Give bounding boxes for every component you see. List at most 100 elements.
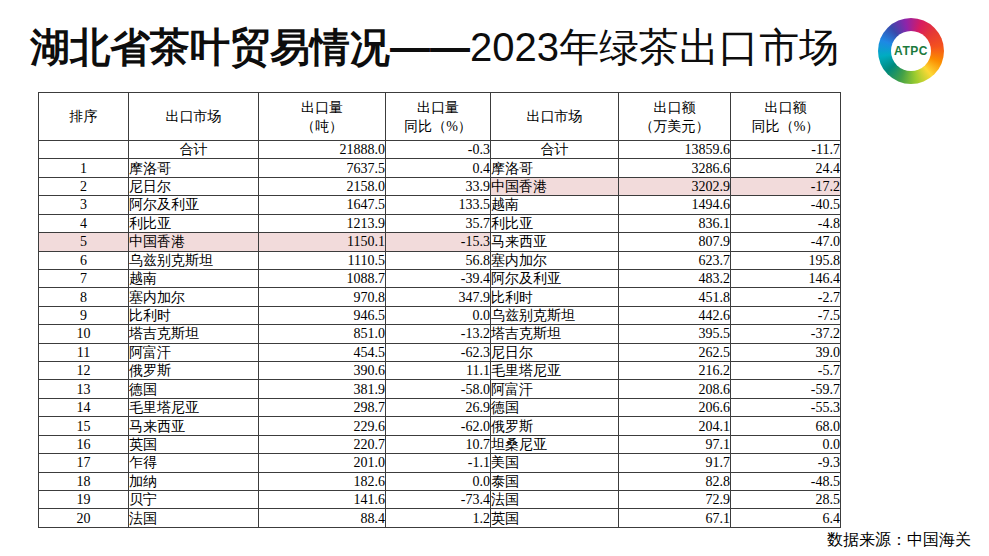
cell-value-market: 毛里塔尼亚 [491,362,619,380]
cell-value: 262.5 [619,343,731,361]
total-volume-yoy: -0.3 [386,141,491,159]
table-row: 11 阿富汗 454.5 -62.3 尼日尔 262.5 39.0 [39,343,841,361]
cell-volume-yoy: -15.3 [386,233,491,251]
table-row: 12 俄罗斯 390.6 11.1 毛里塔尼亚 216.2 -5.7 [39,362,841,380]
cell-rank: 11 [39,343,129,361]
cell-value-yoy: -17.2 [731,177,841,195]
cell-rank: 13 [39,380,129,398]
cell-volume: 946.5 [259,306,386,324]
cell-volume-yoy: 10.7 [386,435,491,453]
cell-volume-market: 马来西亚 [129,417,259,435]
cell-volume-market: 法国 [129,509,259,528]
cell-volume-yoy: -1.1 [386,454,491,472]
cell-volume-market: 尼日尔 [129,177,259,195]
cell-volume: 851.0 [259,325,386,343]
total-value-market: 合计 [491,141,619,159]
cell-volume-market: 德国 [129,380,259,398]
cell-value-market: 泰国 [491,472,619,490]
cell-volume-market: 阿尔及利亚 [129,196,259,214]
cell-volume-market: 塔吉克斯坦 [129,325,259,343]
cell-value-yoy: -48.5 [731,472,841,490]
cell-volume-yoy: -73.4 [386,491,491,509]
table-row: 1 摩洛哥 7637.5 0.4 摩洛哥 3286.6 24.4 [39,159,841,177]
table-row: 13 德国 381.9 -58.0 阿富汗 208.6 -59.7 [39,380,841,398]
cell-rank: 2 [39,177,129,195]
cell-volume: 141.6 [259,491,386,509]
cell-volume: 381.9 [259,380,386,398]
table-row: 16 英国 220.7 10.7 坦桑尼亚 97.1 0.0 [39,435,841,453]
cell-value-market: 坦桑尼亚 [491,435,619,453]
cell-volume: 390.6 [259,362,386,380]
table-row: 2 尼日尔 2158.0 33.9 中国香港 3202.9 -17.2 [39,177,841,195]
cell-value: 97.1 [619,435,731,453]
cell-volume: 970.8 [259,288,386,306]
cell-volume-market: 利比亚 [129,214,259,232]
cell-value-yoy: -47.0 [731,233,841,251]
export-market-table: 排序 出口市场 出口量（吨） 出口量同比（%） 出口市场 出口额（万美元） 出口… [38,92,841,528]
cell-volume-market: 俄罗斯 [129,362,259,380]
header-volume-yoy: 出口量同比（%） [386,93,491,141]
cell-volume: 1150.1 [259,233,386,251]
cell-volume-yoy: -62.0 [386,417,491,435]
total-volume-market: 合计 [129,141,259,159]
cell-value-market: 俄罗斯 [491,417,619,435]
cell-value-yoy: -2.7 [731,288,841,306]
cell-rank: 17 [39,454,129,472]
cell-volume-market: 摩洛哥 [129,159,259,177]
cell-value-yoy: -7.5 [731,306,841,324]
cell-value: 67.1 [619,509,731,528]
table-row: 19 贝宁 141.6 -73.4 法国 72.9 28.5 [39,491,841,509]
cell-rank: 9 [39,306,129,324]
cell-value: 836.1 [619,214,731,232]
table-row: 4 利比亚 1213.9 35.7 利比亚 836.1 -4.8 [39,214,841,232]
rainbow-swirl-icon: ATPC [878,18,944,84]
table-row: 3 阿尔及利亚 1647.5 133.5 越南 1494.6 -40.5 [39,196,841,214]
cell-value-market: 比利时 [491,288,619,306]
cell-volume: 1088.7 [259,269,386,287]
cell-volume-yoy: 33.9 [386,177,491,195]
cell-value-yoy: 68.0 [731,417,841,435]
cell-value-market: 乌兹别克斯坦 [491,306,619,324]
cell-volume: 1110.5 [259,251,386,269]
cell-volume-yoy: 11.1 [386,362,491,380]
total-rank [39,141,129,159]
cell-value-yoy: -5.7 [731,362,841,380]
table-row: 14 毛里塔尼亚 298.7 26.9 德国 206.6 -55.3 [39,398,841,416]
cell-volume-market: 贝宁 [129,491,259,509]
cell-value-market: 德国 [491,398,619,416]
total-volume: 21888.0 [259,141,386,159]
cell-value-market: 法国 [491,491,619,509]
data-source-note: 数据来源：中国海关 [827,530,971,551]
cell-volume-market: 加纳 [129,472,259,490]
cell-value: 1494.6 [619,196,731,214]
page-title: 湖北省茶叶贸易情况——2023年绿茶出口市场 [30,24,839,70]
cell-value: 442.6 [619,306,731,324]
cell-value-market: 塞内加尔 [491,251,619,269]
header-volume: 出口量（吨） [259,93,386,141]
cell-value-market: 尼日尔 [491,343,619,361]
table-row: 15 马来西亚 229.6 -62.0 俄罗斯 204.1 68.0 [39,417,841,435]
cell-rank: 4 [39,214,129,232]
cell-volume: 1213.9 [259,214,386,232]
cell-volume: 2158.0 [259,177,386,195]
cell-volume-yoy: 0.0 [386,306,491,324]
cell-rank: 8 [39,288,129,306]
cell-rank: 14 [39,398,129,416]
cell-rank: 5 [39,233,129,251]
table-row: 7 越南 1088.7 -39.4 阿尔及利亚 483.2 146.4 [39,269,841,287]
table-row: 6 乌兹别克斯坦 1110.5 56.8 塞内加尔 623.7 195.8 [39,251,841,269]
header-rank: 排序 [39,93,129,141]
cell-volume: 201.0 [259,454,386,472]
cell-volume-market: 比利时 [129,306,259,324]
cell-value: 395.5 [619,325,731,343]
cell-rank: 16 [39,435,129,453]
page-title-sub: 2023年绿茶出口市场 [470,25,839,69]
cell-value: 82.8 [619,472,731,490]
cell-value-yoy: 195.8 [731,251,841,269]
cell-volume: 454.5 [259,343,386,361]
cell-rank: 12 [39,362,129,380]
cell-value: 483.2 [619,269,731,287]
cell-volume-yoy: 0.0 [386,472,491,490]
cell-volume-yoy: 56.8 [386,251,491,269]
cell-value-market: 英国 [491,509,619,528]
